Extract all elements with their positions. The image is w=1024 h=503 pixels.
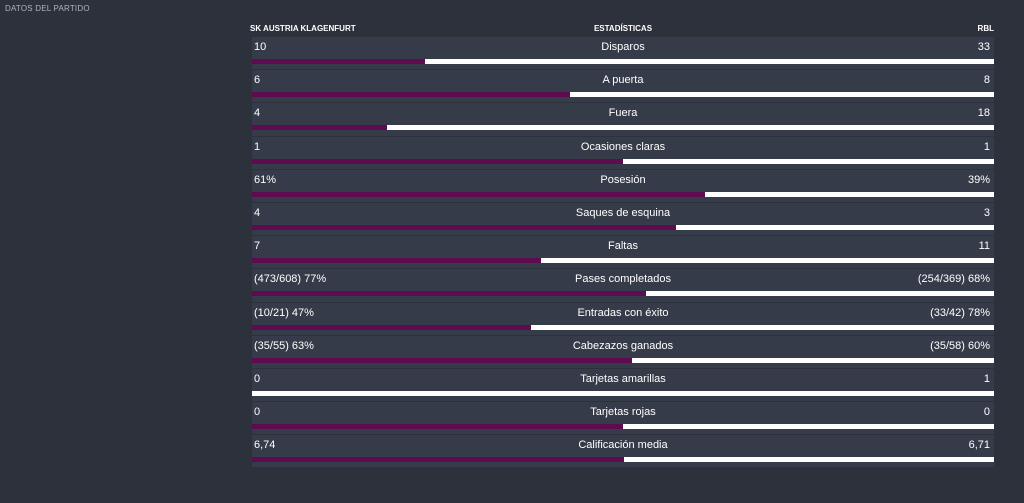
away-stat-value: 1	[983, 140, 990, 153]
away-stat-value: 1	[983, 372, 990, 385]
away-stat-value: 0	[983, 406, 990, 419]
away-stat-value: (254/369) 68%	[917, 273, 990, 286]
stat-label: Saques de esquina	[575, 206, 671, 219]
away-stat-value: 6,71	[968, 439, 990, 452]
stat-row: 10 Disparos 33	[252, 36, 994, 70]
stat-row: (10/21) 47% Entradas con éxito (33/42) 78%	[252, 301, 994, 335]
section-title: DATOS DEL PARTIDO	[5, 4, 90, 13]
stat-row: 4 Saques de esquina 3	[252, 201, 994, 236]
home-share-fill	[252, 191, 705, 197]
stat-label: Faltas	[608, 240, 638, 253]
stat-label: Tarjetas rojas	[590, 406, 656, 419]
stat-comparison-bar	[252, 125, 994, 131]
stat-row: 7 Faltas 11	[252, 235, 994, 269]
stat-label: Posesión	[600, 173, 646, 186]
home-share-fill	[252, 324, 531, 330]
home-stat-value: 4	[254, 107, 261, 120]
stat-label: Disparos	[601, 41, 645, 53]
stat-row: (35/55) 63% Cabezazos ganados (35/58) 60%	[252, 334, 994, 368]
home-stat-value: 1	[254, 140, 261, 153]
home-share-fill	[252, 158, 623, 164]
away-stat-value: (33/42) 78%	[930, 306, 990, 319]
stat-comparison-bar	[252, 191, 994, 197]
home-share-fill	[252, 457, 624, 463]
home-stat-value: (10/21) 47%	[254, 306, 314, 319]
home-stat-value: (473/608) 77%	[254, 273, 327, 286]
home-share-fill	[252, 224, 676, 230]
home-share-fill	[252, 357, 632, 363]
stat-label: A puerta	[602, 74, 644, 87]
stat-row: 6 A puerta 8	[252, 69, 994, 103]
away-stat-value: 11	[978, 240, 990, 253]
stats-rows: 10 Disparos 33 6 A puerta 8 4 Fuera 18 1 Ocasiones…	[252, 36, 994, 468]
stat-label: Cabezazos ganados	[572, 339, 674, 352]
home-share-fill	[252, 258, 541, 264]
home-share-fill	[252, 92, 571, 98]
stat-row: 6,74 Calificación media 6,71	[252, 434, 994, 468]
home-share-fill	[252, 125, 388, 131]
stat-label: Pases completados	[575, 273, 671, 286]
stat-comparison-bar	[252, 390, 994, 396]
stat-comparison-bar	[252, 158, 994, 164]
home-stat-value: 10	[254, 41, 267, 53]
away-stat-value: 18	[977, 107, 990, 120]
stat-row: 4 Fuera 18	[252, 102, 994, 136]
stat-label: Tarjetas amarillas	[580, 372, 666, 385]
home-share-fill	[252, 291, 646, 297]
stat-row: 61% Posesión 39%	[252, 168, 994, 202]
stat-comparison-bar	[252, 357, 994, 363]
away-stat-value: 33	[977, 41, 990, 53]
away-stat-value: (35/58) 60%	[930, 339, 990, 352]
stat-comparison-bar	[252, 324, 994, 330]
home-share-fill	[252, 59, 425, 64]
stat-label: Entradas con éxito	[577, 306, 669, 319]
home-stat-value: (35/55) 63%	[254, 339, 314, 352]
stat-comparison-bar	[252, 258, 994, 264]
stat-comparison-bar	[252, 291, 994, 297]
match-stats-panel: SK AUSTRIA KLAGENFURT ESTADÍSTICAS RBL 1…	[250, 20, 994, 468]
stat-row: 1 Ocasiones claras 1	[252, 135, 994, 169]
stat-comparison-bar	[252, 92, 994, 98]
stat-comparison-bar	[252, 457, 994, 463]
home-stat-value: 0	[254, 406, 261, 419]
home-share-fill	[252, 424, 623, 430]
stat-label: Fuera	[608, 107, 638, 120]
stat-row: 0 Tarjetas amarillas 1	[252, 367, 994, 402]
stat-comparison-bar	[252, 224, 994, 230]
stat-comparison-bar	[252, 59, 994, 64]
stat-comparison-bar	[252, 424, 994, 430]
away-stat-value: 39%	[967, 173, 990, 186]
home-stat-value: 7	[254, 240, 261, 253]
away-stat-value: 3	[983, 206, 990, 219]
stats-header: SK AUSTRIA KLAGENFURT ESTADÍSTICAS RBL	[250, 20, 994, 36]
stat-row: 0 Tarjetas rojas 0	[252, 401, 994, 435]
stat-label: Calificación media	[578, 439, 668, 452]
home-stat-value: 6	[254, 74, 261, 87]
home-stat-value: 4	[254, 206, 261, 219]
home-stat-value: 6,74	[254, 439, 276, 452]
away-stat-value: 8	[983, 74, 990, 87]
home-stat-value: 0	[254, 372, 261, 385]
stats-title: ESTADÍSTICAS	[593, 24, 653, 33]
away-team-name: RBL	[977, 24, 994, 33]
stat-label: Ocasiones claras	[580, 140, 666, 153]
home-stat-value: 61%	[254, 173, 277, 186]
home-team-name: SK AUSTRIA KLAGENFURT	[250, 24, 356, 33]
stat-row: (473/608) 77% Pases completados (254/369) …	[252, 268, 994, 302]
